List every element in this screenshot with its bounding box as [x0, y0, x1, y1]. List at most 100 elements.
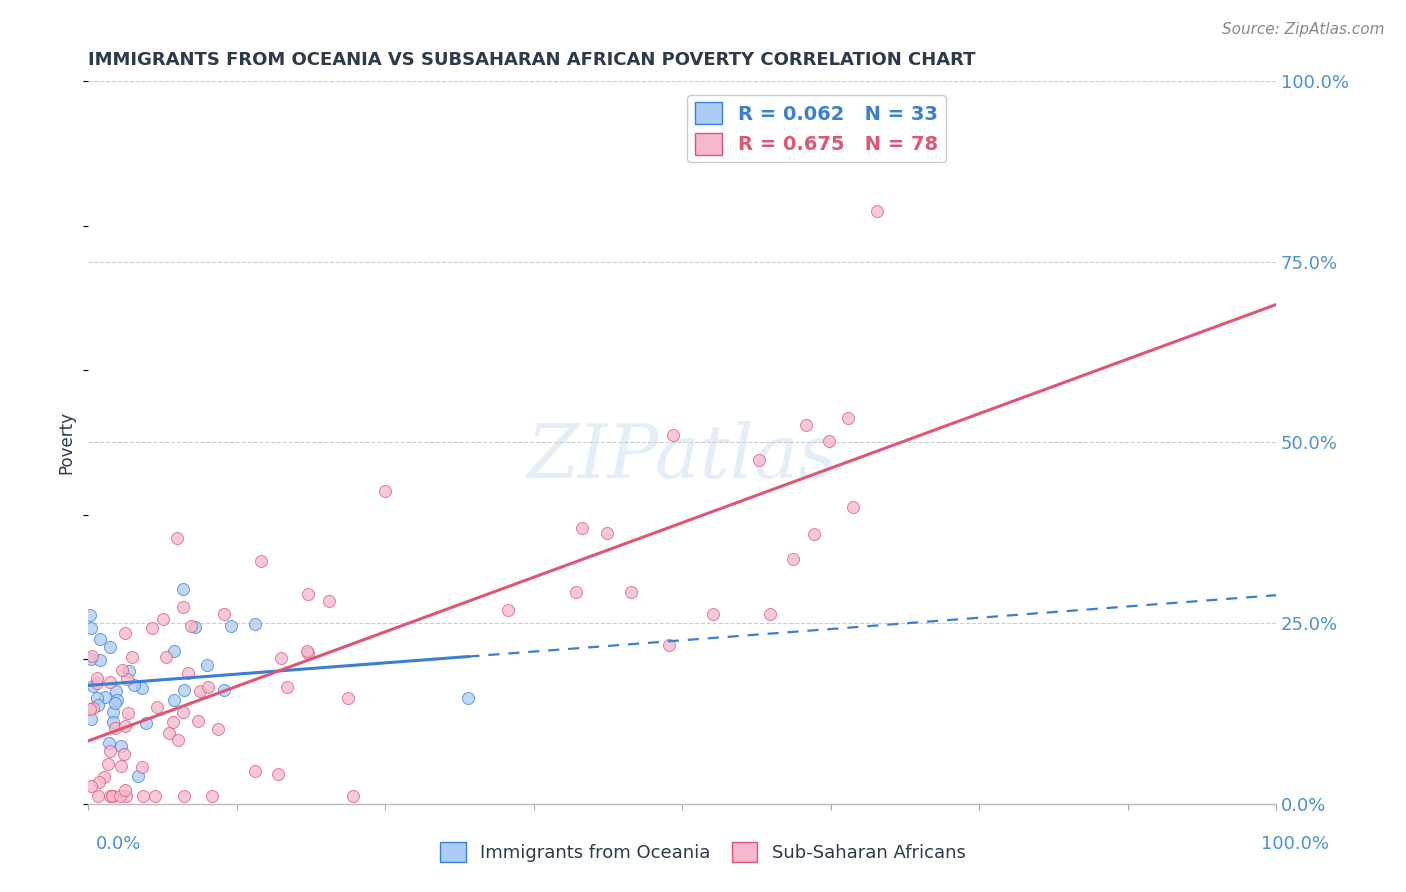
Point	[177, 666, 200, 681]
Point	[80, 621, 103, 635]
Point	[132, 789, 155, 804]
Point	[195, 658, 218, 673]
Point	[108, 789, 131, 804]
Text: ZIPatlas: ZIPatlas	[527, 421, 838, 493]
Point	[79, 608, 101, 623]
Point	[121, 649, 143, 664]
Point	[97, 756, 120, 771]
Point	[82, 680, 104, 694]
Point	[162, 714, 184, 729]
Point	[374, 483, 396, 498]
Point	[101, 714, 124, 729]
Point	[157, 725, 180, 739]
Point	[243, 617, 266, 632]
Point	[866, 204, 889, 219]
Point	[163, 693, 186, 707]
Point	[172, 705, 194, 719]
Point	[166, 531, 188, 545]
Point	[89, 653, 111, 667]
Point	[249, 554, 271, 568]
Point	[101, 705, 124, 719]
Point	[117, 706, 139, 720]
Point	[498, 602, 520, 616]
Point	[297, 646, 319, 660]
Point	[180, 619, 202, 633]
Point	[172, 582, 194, 596]
Y-axis label: Poverty: Poverty	[58, 411, 75, 474]
Point	[297, 644, 319, 658]
Point	[595, 525, 617, 540]
Point	[212, 607, 235, 621]
Point	[98, 640, 121, 654]
Text: IMMIGRANTS FROM OCEANIA VS SUBSAHARAN AFRICAN POVERTY CORRELATION CHART: IMMIGRANTS FROM OCEANIA VS SUBSAHARAN AF…	[89, 51, 976, 69]
Point	[214, 683, 236, 698]
Point	[103, 789, 125, 804]
Point	[112, 747, 135, 762]
Point	[190, 683, 212, 698]
Point	[457, 690, 479, 705]
Point	[748, 452, 770, 467]
Point	[86, 698, 108, 712]
Point	[98, 789, 121, 804]
Point	[115, 672, 138, 686]
Point	[114, 626, 136, 640]
Point	[98, 674, 121, 689]
Point	[173, 789, 195, 804]
Point	[803, 527, 825, 541]
Point	[80, 712, 103, 726]
Point	[87, 789, 110, 804]
Point	[172, 599, 194, 614]
Point	[658, 638, 681, 652]
Point	[145, 700, 167, 714]
Point	[842, 500, 865, 514]
Point	[110, 759, 132, 773]
Point	[105, 693, 128, 707]
Point	[564, 585, 586, 599]
Point	[620, 585, 643, 599]
Point	[86, 671, 108, 685]
Point	[143, 789, 166, 804]
Legend: Immigrants from Oceania, Sub-Saharan Africans: Immigrants from Oceania, Sub-Saharan Afr…	[433, 835, 973, 870]
Point	[104, 721, 127, 735]
Point	[571, 521, 593, 535]
Point	[104, 696, 127, 710]
Point	[79, 702, 101, 716]
Point	[118, 664, 141, 678]
Point	[759, 607, 782, 621]
Point	[122, 678, 145, 692]
Point	[267, 767, 290, 781]
Point	[131, 681, 153, 695]
Point	[94, 690, 117, 705]
Point	[110, 664, 132, 678]
Point	[702, 607, 724, 621]
Text: 100.0%: 100.0%	[1261, 835, 1329, 853]
Point	[201, 789, 224, 804]
Point	[662, 428, 685, 442]
Point	[135, 716, 157, 731]
Point	[110, 739, 132, 753]
Point	[114, 782, 136, 797]
Point	[173, 683, 195, 698]
Point	[127, 769, 149, 783]
Point	[342, 789, 364, 804]
Point	[93, 770, 115, 784]
Point	[219, 619, 242, 633]
Point	[337, 690, 360, 705]
Point	[243, 764, 266, 779]
Point	[187, 714, 209, 728]
Point	[98, 744, 121, 758]
Point	[163, 643, 186, 657]
Point	[276, 680, 298, 694]
Point	[152, 612, 174, 626]
Point	[114, 719, 136, 733]
Point	[270, 650, 292, 665]
Point	[82, 701, 104, 715]
Point	[131, 760, 153, 774]
Point	[141, 621, 163, 635]
Point	[155, 649, 177, 664]
Text: 0.0%: 0.0%	[96, 835, 141, 853]
Point	[318, 594, 340, 608]
Point	[207, 722, 229, 736]
Point	[818, 434, 841, 448]
Point	[166, 733, 188, 747]
